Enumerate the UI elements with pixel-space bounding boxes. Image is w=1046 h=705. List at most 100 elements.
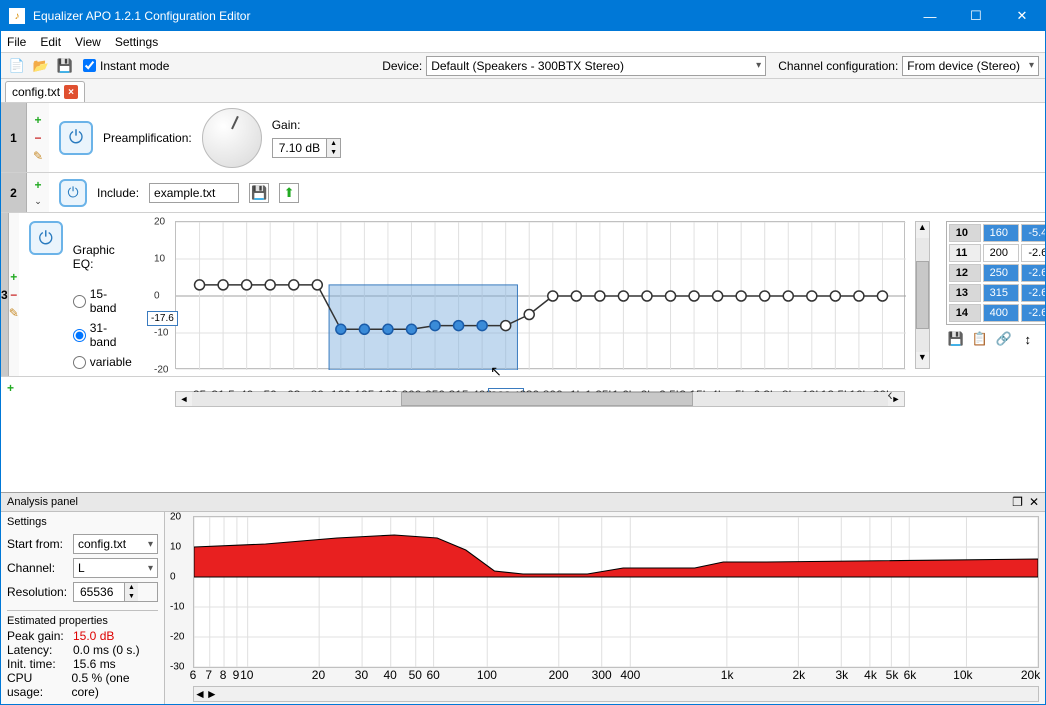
menubar: File Edit View Settings: [1, 31, 1045, 53]
device-value: Default (Speakers - 300BTX Stereo): [431, 59, 624, 73]
include-file-field[interactable]: example.txt: [149, 183, 239, 203]
filter-row-2: 2 + ⌄ ⏻ Include: example.txt 💾 ⬆: [1, 173, 1045, 213]
menu-view[interactable]: View: [75, 35, 101, 49]
add-icon[interactable]: +: [34, 113, 41, 127]
table-reset-icon[interactable]: ↺: [1042, 329, 1045, 349]
cursor-icon: ↖: [490, 363, 502, 380]
eq-vscroll[interactable]: ▲ ▼: [915, 221, 930, 369]
filter-row-1: 1 + − ✎ ⏻ Preamplification: Gain: 7.10 d…: [1, 103, 1045, 173]
row-ops: + − ✎: [9, 213, 19, 376]
menu-file[interactable]: File: [7, 35, 26, 49]
chanconf-combo[interactable]: From device (Stereo): [902, 56, 1039, 76]
maximize-button[interactable]: ☐: [953, 1, 999, 31]
panel-float-icon[interactable]: ❐: [1012, 495, 1023, 509]
row-ops: + − ✎: [27, 103, 49, 172]
analysis-title: Analysis panel: [7, 496, 1012, 508]
startfrom-combo[interactable]: config.txt: [73, 534, 158, 554]
analysis-panel: Analysis panel ❐ ✕ Settings Start from: …: [1, 492, 1045, 704]
cpu-label: CPU usage:: [7, 671, 67, 699]
chanconf-value: From device (Stereo): [907, 59, 1020, 73]
spin-up-icon[interactable]: ▲: [327, 139, 340, 148]
instant-mode-input[interactable]: [83, 59, 96, 72]
row-number: 1: [1, 103, 27, 172]
init-label: Init. time:: [7, 657, 69, 671]
analysis-settings: Settings Start from: config.txt Channel:…: [1, 512, 165, 704]
table-row[interactable]: 13315-2.6: [949, 284, 1045, 302]
peakgain-value: 15.0 dB: [73, 629, 114, 643]
remove-icon[interactable]: −: [34, 131, 41, 145]
latency-value: 0.0 ms (0 s.): [73, 643, 140, 657]
minimize-button[interactable]: —: [907, 1, 953, 31]
radio-variable[interactable]: variable: [73, 355, 133, 369]
window-title: Equalizer APO 1.2.1 Configuration Editor: [33, 9, 907, 23]
scroll-down-icon[interactable]: ▼: [916, 352, 929, 368]
row-ops: + ⌄: [27, 173, 49, 212]
save-include-button[interactable]: 💾: [249, 183, 269, 203]
eq-values-table[interactable]: 10160-5.4 11200-2.6 12250-2.6 13315-2.6 1440…: [946, 221, 1045, 325]
scroll-right-icon[interactable]: ►: [206, 687, 218, 701]
save-file-button[interactable]: 💾: [55, 56, 75, 76]
channel-combo[interactable]: L: [73, 558, 158, 578]
edit-icon[interactable]: ✎: [33, 149, 43, 163]
analysis-chart[interactable]: 20100-10-20-30: [193, 516, 1039, 668]
panel-close-icon[interactable]: ✕: [1029, 495, 1039, 509]
close-button[interactable]: ✕: [999, 1, 1045, 31]
tab-close-icon[interactable]: ×: [64, 85, 78, 99]
menu-settings[interactable]: Settings: [115, 35, 158, 49]
filter-row-3: 3 + − ✎ ⏻ Graphic EQ: 15-band 31-band va…: [1, 213, 1045, 377]
add-icon[interactable]: +: [10, 270, 17, 284]
gain-value: 7.10 dB: [273, 139, 326, 157]
gain-spinner[interactable]: 7.10 dB ▲▼: [272, 138, 341, 158]
table-row[interactable]: 10160-5.4: [949, 224, 1045, 242]
value-tooltip: -17.6: [147, 311, 178, 326]
power-button[interactable]: ⏻: [29, 221, 63, 255]
resolution-spinner[interactable]: 65536▲▼: [73, 582, 158, 602]
graphiceq-chart[interactable]: 20100-10-202531.540506380100125160200250…: [175, 221, 905, 369]
table-row[interactable]: 11200-2.6: [949, 244, 1045, 262]
preamp-label: Preamplification:: [103, 131, 192, 145]
channel-label: Channel:: [7, 561, 69, 575]
cpu-value: 0.5 % (one core): [71, 671, 158, 699]
gain-label: Gain:: [272, 118, 341, 132]
init-value: 15.6 ms: [73, 657, 116, 671]
scroll-left-icon[interactable]: ◄: [194, 687, 206, 701]
graphiceq-label: Graphic EQ:: [73, 243, 133, 271]
spin-down-icon[interactable]: ▼: [327, 148, 340, 157]
radio-31band[interactable]: 31-band: [73, 321, 133, 349]
table-save-icon[interactable]: 💾: [946, 329, 966, 349]
analysis-hscroll[interactable]: ◄ ►: [193, 686, 1039, 702]
open-include-button[interactable]: ⬆: [279, 183, 299, 203]
gain-knob[interactable]: [202, 108, 262, 168]
power-button[interactable]: ⏻: [59, 179, 87, 207]
latency-label: Latency:: [7, 643, 69, 657]
scroll-up-icon[interactable]: ▲: [916, 222, 929, 238]
new-file-button[interactable]: 📄: [7, 56, 27, 76]
menu-edit[interactable]: Edit: [40, 35, 61, 49]
table-invert-icon[interactable]: ↕: [1018, 329, 1038, 349]
scroll-left-icon[interactable]: ◄: [176, 394, 192, 404]
device-combo[interactable]: Default (Speakers - 300BTX Stereo): [426, 56, 766, 76]
table-link-icon[interactable]: 🔗: [994, 329, 1014, 349]
workspace: 1 + − ✎ ⏻ Preamplification: Gain: 7.10 d…: [1, 103, 1045, 492]
table-row[interactable]: 12250-2.6: [949, 264, 1045, 282]
edit-icon[interactable]: ✎: [9, 306, 19, 320]
chanconf-label: Channel configuration:: [778, 59, 898, 73]
open-file-button[interactable]: 📂: [31, 56, 51, 76]
tab-bar: config.txt ×: [1, 79, 1045, 103]
include-label: Include:: [97, 186, 139, 200]
tab-config[interactable]: config.txt ×: [5, 81, 85, 102]
resolution-label: Resolution:: [7, 585, 69, 599]
instant-mode-checkbox[interactable]: Instant mode: [83, 59, 169, 73]
estimated-header: Estimated properties: [7, 615, 158, 627]
eq-hscroll[interactable]: ◄ ►: [175, 391, 905, 407]
startfrom-label: Start from:: [7, 537, 69, 551]
add-icon[interactable]: +: [34, 178, 41, 192]
expand-icon[interactable]: ⌄: [34, 196, 42, 207]
power-button[interactable]: ⏻: [59, 121, 93, 155]
row-number: 3: [1, 213, 9, 376]
toolbar: 📄 📂 💾 Instant mode Device: Default (Spea…: [1, 53, 1045, 79]
remove-icon[interactable]: −: [10, 288, 17, 302]
table-row[interactable]: 14400-2.6: [949, 304, 1045, 322]
radio-15band[interactable]: 15-band: [73, 287, 133, 315]
table-copy-icon[interactable]: 📋: [970, 329, 990, 349]
